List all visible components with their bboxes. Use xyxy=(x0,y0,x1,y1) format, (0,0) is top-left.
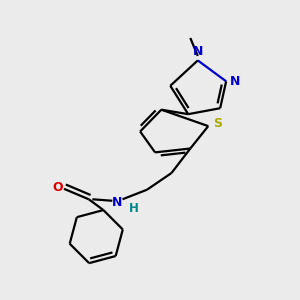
Text: S: S xyxy=(214,117,223,130)
Text: N: N xyxy=(112,196,122,209)
Text: N: N xyxy=(230,75,240,88)
Text: O: O xyxy=(53,181,63,194)
Text: H: H xyxy=(129,202,139,215)
Text: N: N xyxy=(193,45,203,58)
